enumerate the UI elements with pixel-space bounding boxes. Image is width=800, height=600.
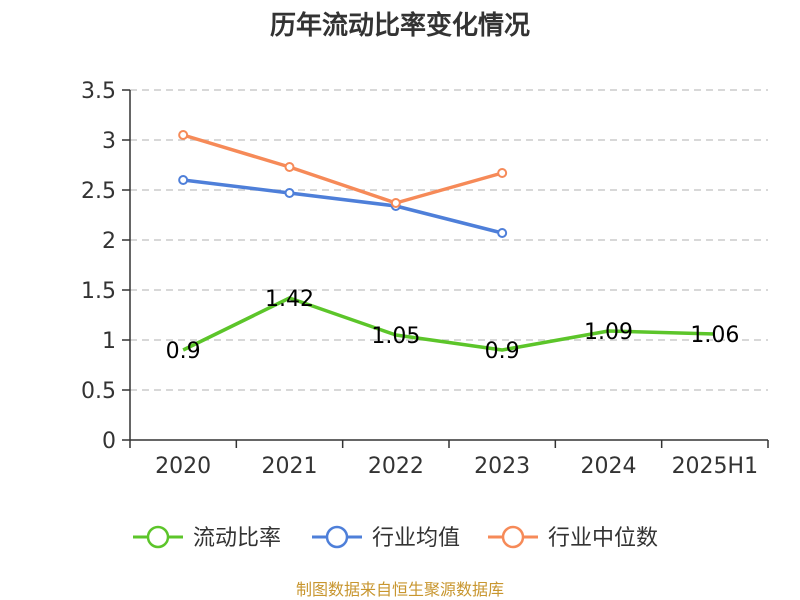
x-tick-label: 2025H1 — [672, 454, 759, 479]
y-tick-label: 2 — [102, 229, 116, 254]
data-label: 0.9 — [485, 339, 520, 364]
x-tick-label: 2020 — [155, 454, 211, 479]
y-tick-label: 3.5 — [81, 79, 116, 104]
y-tick-label: 1.5 — [81, 279, 116, 304]
y-tick-label: 0.5 — [81, 379, 116, 404]
legend-item[interactable]: 流动比率 — [133, 525, 281, 551]
y-tick-label: 2.5 — [81, 179, 116, 204]
y-tick-label: 1 — [102, 329, 116, 354]
source-note: 制图数据来自恒生聚源数据库 — [296, 580, 504, 599]
x-tick-label: 2021 — [262, 454, 318, 479]
legend-item[interactable]: 行业中位数 — [488, 525, 658, 551]
legend-label: 流动比率 — [193, 526, 281, 551]
data-point — [178, 130, 189, 140]
x-tick-label: 2022 — [368, 454, 424, 479]
chart-title: 历年流动比率变化情况 — [270, 10, 530, 41]
legend: 流动比率 行业均值 行业中位数 — [133, 525, 658, 551]
data-label: 1.06 — [690, 323, 739, 348]
series-line — [182, 133, 503, 205]
series — [178, 130, 715, 352]
legend-marker — [325, 525, 349, 549]
data-label: 0.9 — [166, 339, 201, 364]
y-tick-label: 0 — [102, 429, 116, 454]
data-point — [390, 198, 401, 208]
legend-label: 行业中位数 — [548, 526, 658, 551]
series-line — [182, 178, 503, 235]
data-point — [284, 188, 295, 198]
legend-item[interactable]: 行业均值 — [312, 525, 460, 551]
legend-marker — [146, 525, 170, 549]
grid — [130, 89, 768, 391]
data-label: 1.05 — [371, 324, 420, 349]
legend-label: 行业均值 — [372, 526, 460, 551]
data-label: 1.42 — [265, 287, 314, 312]
legend-marker — [501, 525, 525, 549]
y-tick-label: 3 — [102, 129, 116, 154]
axes: 0 0.5 1 1.5 2 2.5 3 3.5 2020 2021 2022 2023 2024 2025… — [81, 79, 769, 479]
x-tick-label: 2024 — [581, 454, 637, 479]
x-tick-label: 2023 — [474, 454, 530, 479]
data-point — [178, 175, 189, 185]
data-point — [497, 168, 508, 178]
data-labels: 0.9 1.42 1.05 0.9 1.09 1.06 — [166, 287, 740, 364]
data-point — [497, 228, 508, 238]
data-point — [284, 162, 295, 172]
series-line — [182, 296, 715, 352]
data-label: 1.09 — [584, 320, 633, 345]
